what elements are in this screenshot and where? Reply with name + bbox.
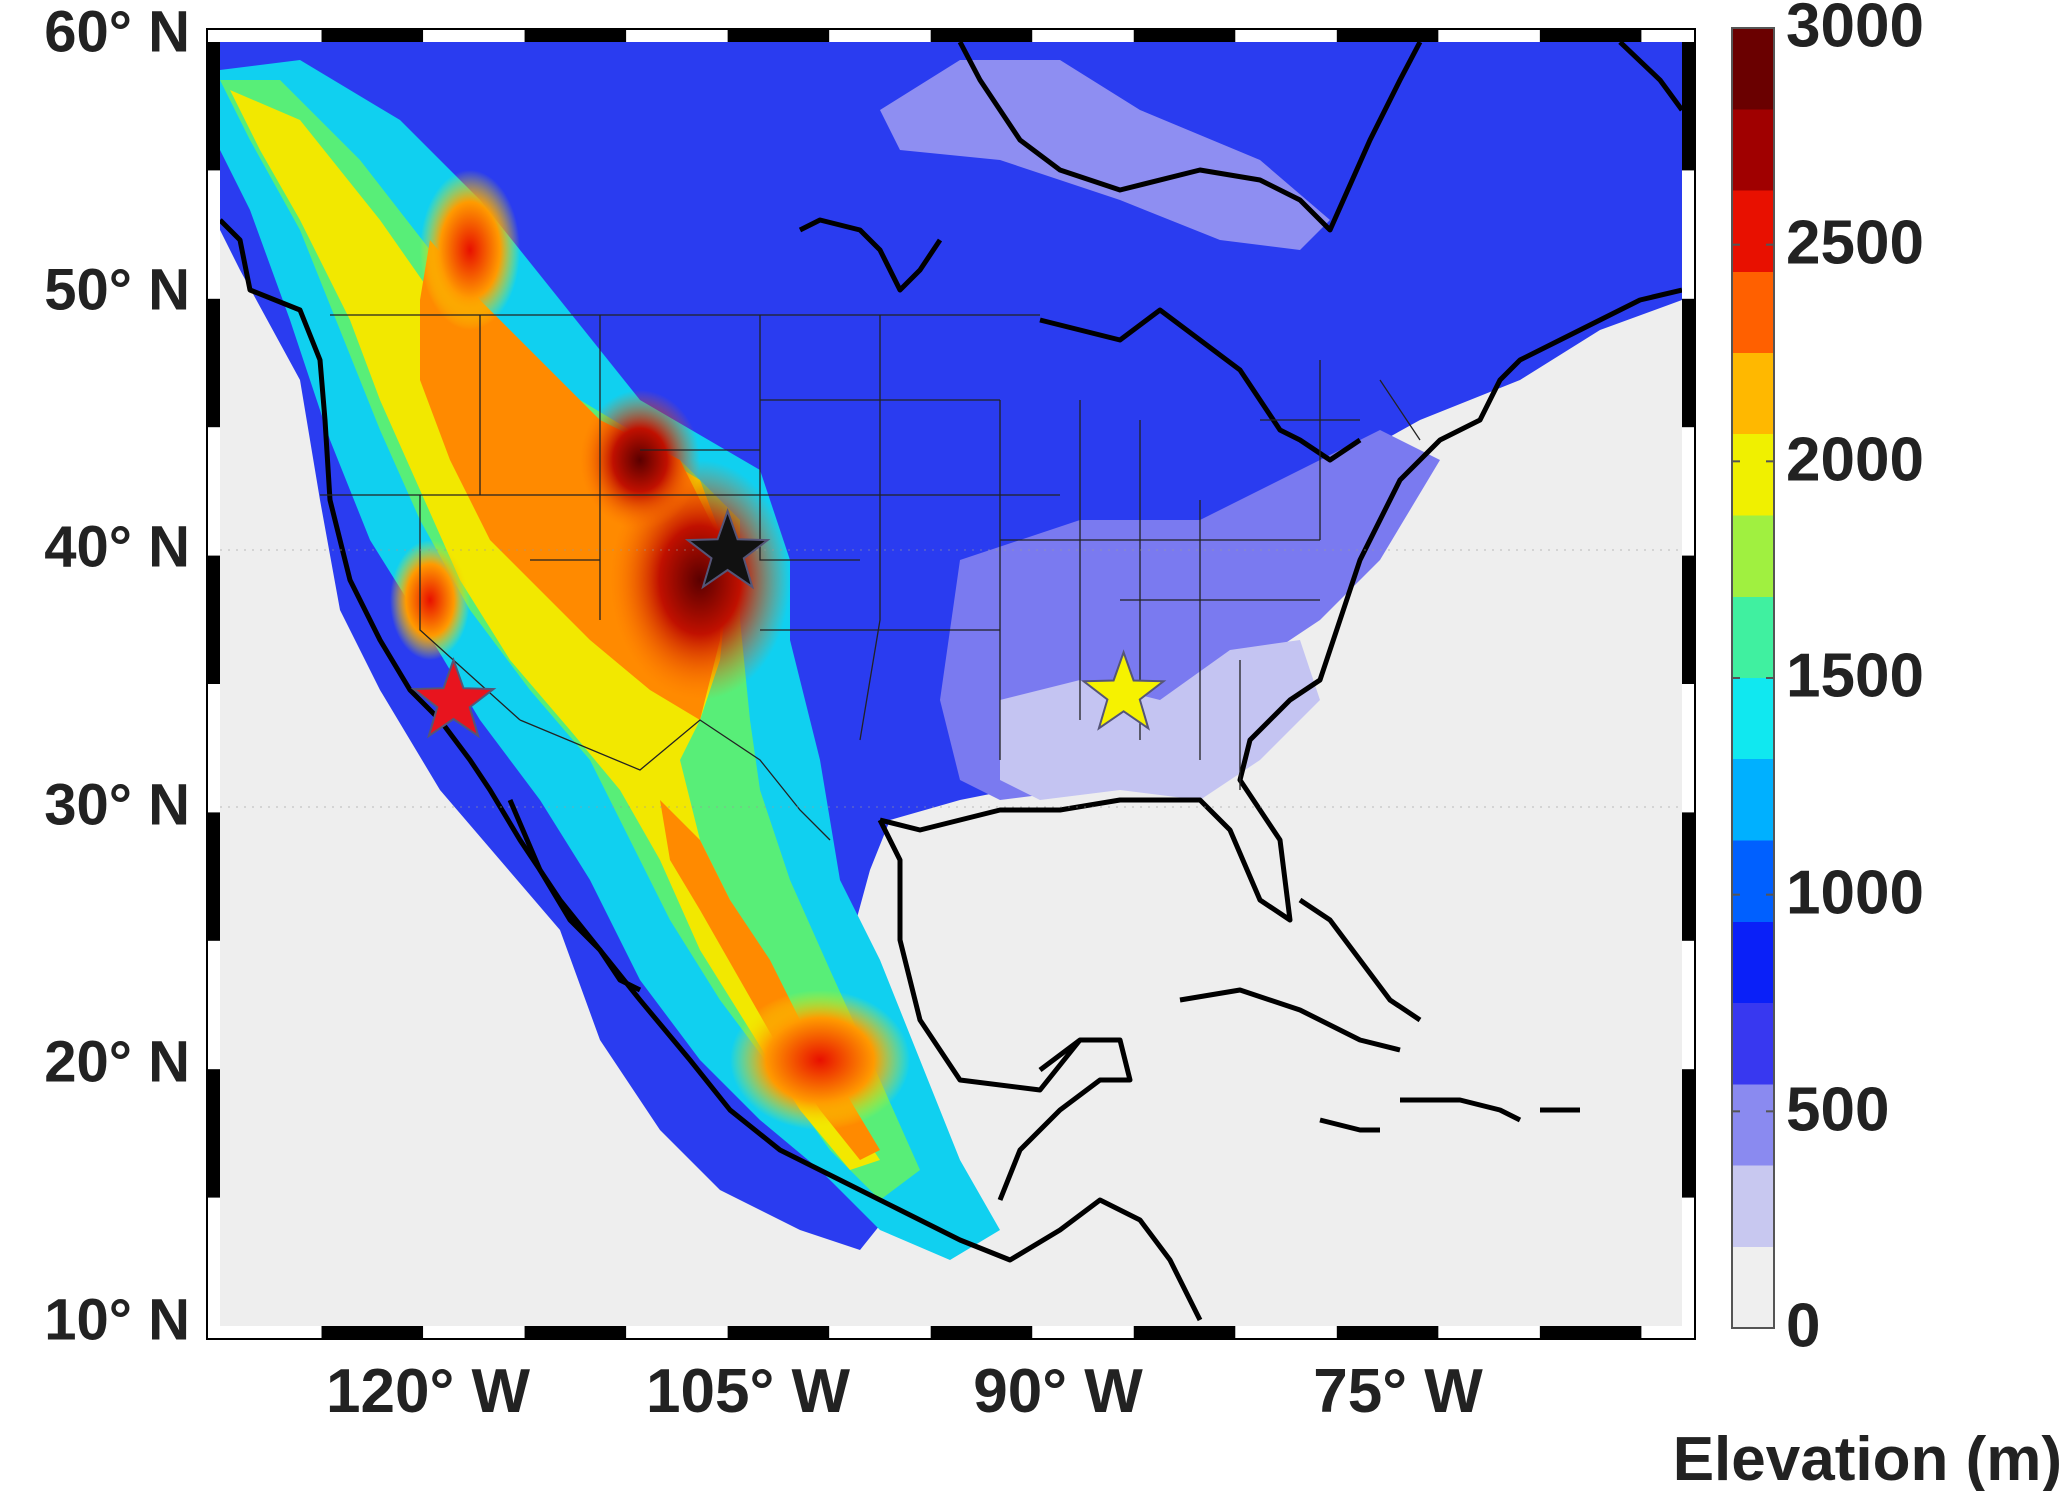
frame-segment <box>207 298 220 428</box>
colorbar: 3000 2500 2000 1500 1000 500 0 Elevation… <box>1673 0 2062 1491</box>
bc-peak <box>420 170 520 330</box>
sierra-nevada-peak <box>390 540 470 660</box>
colorbar-label-3000: 3000 <box>1786 0 1924 60</box>
latitude-labels: 60° N 50° N 40° N 30° N 20° N 10° N <box>44 0 190 1352</box>
frame-segment <box>207 812 220 941</box>
frame-segment <box>207 42 220 171</box>
frame-segment <box>1682 812 1695 941</box>
lat-label-40: 40° N <box>44 514 190 579</box>
map-frame <box>206 28 1696 1340</box>
frame-segment <box>1336 29 1439 42</box>
frame-segment <box>1336 1326 1439 1339</box>
colorbar-ticks <box>1732 27 1774 1329</box>
lat-label-50: 50° N <box>44 257 190 322</box>
political-borders <box>320 314 1421 841</box>
red-star-marker <box>410 657 497 739</box>
colorbar-label-2500: 2500 <box>1786 208 1924 277</box>
frame-segment <box>930 29 1033 42</box>
frame-segment <box>727 1326 830 1339</box>
wyoming-peak <box>580 390 700 530</box>
frame-segment <box>1539 29 1642 42</box>
lat-label-10: 10° N <box>44 1287 190 1352</box>
map-panel <box>206 28 1696 1340</box>
frame-segment <box>1682 42 1695 171</box>
lon-label-90w: 90° W <box>973 1357 1143 1426</box>
light-lowland-layer <box>880 60 1330 250</box>
frame-segment <box>1682 298 1695 428</box>
frame-segment <box>1133 1326 1236 1339</box>
coastlines <box>220 42 1682 1322</box>
lon-label-120w: 120° W <box>326 1357 530 1426</box>
location-markers <box>410 507 1167 739</box>
frame-segment <box>1539 1326 1642 1339</box>
frame-segment <box>1133 29 1236 42</box>
frame-segment <box>1682 555 1695 684</box>
lon-label-75w: 75° W <box>1313 1357 1483 1426</box>
colorbar-label-500: 500 <box>1786 1075 1889 1144</box>
frame-segment <box>524 1326 627 1339</box>
yellow-star-marker <box>1080 649 1167 731</box>
lat-label-20: 20° N <box>44 1029 190 1094</box>
frame-segment <box>207 555 220 684</box>
longitude-labels: 120° W 105° W 90° W 75° W <box>326 1357 1483 1426</box>
frame-segment <box>207 1069 220 1198</box>
frame-segment <box>321 1326 424 1339</box>
elevation-field <box>220 42 1682 1260</box>
colorbar-label-2000: 2000 <box>1786 425 1924 494</box>
frame-segment <box>1682 1069 1695 1198</box>
colorbar-title: Elevation (m) <box>1673 1425 2062 1491</box>
lon-label-105w: 105° W <box>646 1357 850 1426</box>
lat-label-30: 30° N <box>44 772 190 837</box>
black-star-marker <box>684 507 771 590</box>
colorbar-label-0: 0 <box>1786 1291 1820 1360</box>
frame-segment <box>524 29 627 42</box>
frame-segment <box>321 29 424 42</box>
colorbar-label-1000: 1000 <box>1786 858 1924 927</box>
mexico-plateau-peak <box>730 990 910 1130</box>
lat-label-60: 60° N <box>44 0 190 64</box>
frame-segment <box>727 29 830 42</box>
frame-segment <box>930 1326 1033 1339</box>
colorbar-label-1500: 1500 <box>1786 641 1924 710</box>
